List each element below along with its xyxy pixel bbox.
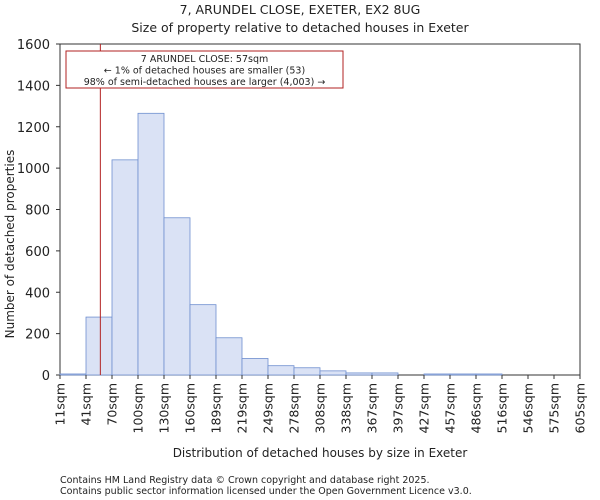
histogram-bar [137, 112, 165, 376]
y-tick-label: 600 [25, 245, 50, 260]
histogram-bar [241, 358, 269, 376]
x-tick-label: 70sqm [105, 383, 120, 426]
histogram-bar [215, 337, 243, 376]
x-tick-label: 130sqm [157, 383, 172, 433]
x-tick-label: 427sqm [417, 383, 432, 433]
footer-line-2: Contains public sector information licen… [60, 486, 472, 497]
y-tick-label: 800 [25, 204, 50, 219]
y-tick-label: 400 [25, 286, 50, 301]
x-tick-label: 575sqm [547, 383, 562, 433]
x-tick-label: 338sqm [339, 383, 354, 433]
annotation-line: 98% of semi-detached houses are larger (… [84, 77, 326, 88]
x-tick-label: 11sqm [53, 383, 68, 426]
x-tick-label: 457sqm [443, 383, 458, 433]
x-tick-label: 516sqm [495, 383, 510, 433]
x-tick-label: 219sqm [235, 383, 250, 433]
x-tick-label: 189sqm [209, 383, 224, 433]
footer-line-1: Contains HM Land Registry data © Crown c… [60, 475, 430, 486]
histogram-bar [423, 373, 451, 376]
y-tick-label: 200 [25, 328, 50, 343]
histogram-bar [449, 373, 477, 376]
x-axis-label: Distribution of detached houses by size … [173, 446, 468, 460]
histogram-bar [371, 372, 399, 376]
x-tick-label: 397sqm [391, 383, 406, 433]
histogram-bar [189, 304, 217, 376]
y-tick-label: 1600 [17, 38, 50, 53]
x-tick-label: 486sqm [469, 383, 484, 433]
histogram-bar [85, 316, 113, 376]
histogram-bar [293, 367, 321, 376]
histogram-bar [163, 217, 191, 376]
histogram-bar [345, 372, 373, 376]
x-tick-label: 41sqm [79, 383, 94, 426]
x-tick-label: 546sqm [521, 383, 536, 433]
annotation-line: ← 1% of detached houses are smaller (53) [104, 66, 305, 77]
y-axis-label: Number of detached properties [3, 150, 17, 339]
x-tick-label: 249sqm [261, 383, 276, 433]
annotation-box [65, 50, 344, 89]
histogram-bar [111, 159, 139, 376]
chart-title: 7, ARUNDEL CLOSE, EXETER, EX2 8UG [180, 2, 421, 17]
histogram-bar [267, 365, 295, 376]
plot-area: 0 200 400 600 800 1000 1200 1400 1600 11sqm 41sqm 7… [17, 38, 588, 433]
x-tick-label: 308sqm [313, 383, 328, 433]
x-tick-label: 605sqm [573, 383, 588, 433]
histogram-bar [59, 373, 87, 376]
y-tick-label: 1400 [17, 79, 50, 94]
x-tick-label: 100sqm [131, 383, 146, 433]
histogram-bar [319, 370, 347, 376]
x-tick-label: 278sqm [287, 383, 302, 433]
x-tick-label: 160sqm [183, 383, 198, 433]
y-tick-label: 1200 [17, 121, 50, 136]
x-tick-label: 367sqm [365, 383, 380, 433]
annotation-line: 7 ARUNDEL CLOSE: 57sqm [141, 54, 269, 65]
histogram-bar [475, 373, 503, 376]
y-tick-label: 1000 [17, 162, 50, 177]
y-tick-label: 0 [42, 369, 50, 384]
chart-subtitle: Size of property relative to detached ho… [131, 20, 469, 35]
